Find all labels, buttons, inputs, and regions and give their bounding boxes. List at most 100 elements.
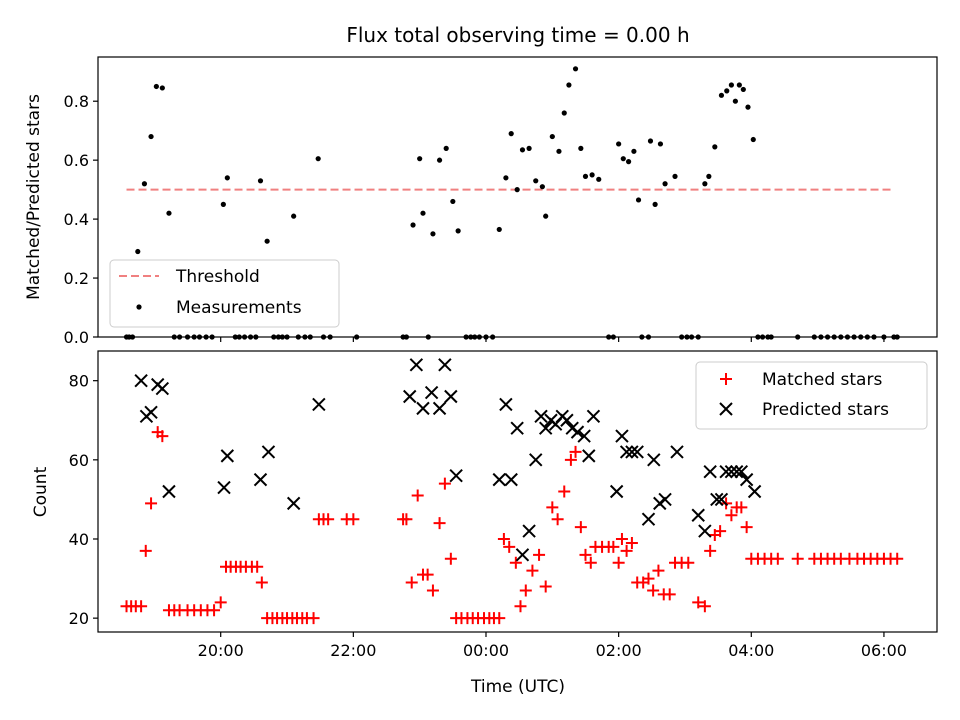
measurements-point	[436, 157, 443, 163]
matched-stars-point	[663, 588, 676, 601]
x-axis-label: Time (UTC)	[470, 677, 565, 697]
measurements-point	[514, 187, 520, 193]
measurements-point	[657, 141, 664, 147]
matched-stars-point	[740, 521, 753, 534]
predicted-stars-point	[724, 465, 739, 479]
predicted-stars-point	[647, 453, 661, 467]
count-y-tick-label: 40	[69, 530, 89, 549]
predicted-stars-point	[510, 421, 524, 435]
measurements-point	[740, 86, 746, 93]
measurements-point	[450, 198, 456, 205]
matched-stars-point	[612, 556, 625, 569]
ratio-y-tick-label: 0.6	[64, 151, 89, 170]
predicted-stars-point	[134, 373, 148, 388]
legend-threshold-label: Threshold	[175, 267, 260, 287]
measurements-point	[526, 145, 532, 151]
predicted-stars-point	[698, 524, 712, 538]
matched-stars-point	[322, 513, 335, 526]
measurements-point	[712, 144, 718, 150]
measurements-point	[257, 178, 264, 184]
predicted-stars-point	[538, 421, 553, 435]
predicted-stars-point	[522, 524, 536, 538]
measurements-point	[732, 98, 738, 104]
predicted-stars-point	[220, 449, 235, 463]
measurements-point	[582, 173, 589, 179]
predicted-stars-point	[504, 472, 518, 487]
predicted-stars-point	[619, 445, 634, 459]
matched-stars-point	[647, 584, 660, 597]
matched-stars-point	[725, 509, 738, 522]
matched-stars-point	[579, 548, 592, 561]
legend-predicted-swatch	[719, 402, 733, 416]
matched-stars-point	[156, 430, 169, 443]
measurements-point	[561, 110, 567, 116]
measurements-point	[620, 156, 626, 162]
predicted-stars-point	[217, 480, 231, 495]
predicted-stars-point	[403, 389, 417, 404]
matched-stars-point	[698, 600, 711, 613]
measurements-point	[635, 197, 642, 203]
predicted-stars-point	[734, 465, 749, 479]
predicted-stars-point	[155, 381, 170, 396]
predicted-stars-point	[658, 492, 672, 507]
matched-stars-point	[497, 532, 510, 545]
ratio-y-tick-label: 0.2	[64, 269, 89, 288]
predicted-stars-point	[703, 465, 717, 479]
count-axes-frame	[97, 350, 938, 633]
predicted-stars-point	[444, 389, 458, 404]
measurements-point	[166, 210, 172, 216]
x-tick-label: 00:00	[463, 641, 509, 660]
measurements-point	[566, 82, 572, 88]
predicted-stars-point	[670, 445, 684, 459]
measurements-point	[625, 159, 632, 165]
measurements-point	[662, 181, 668, 187]
matched-stars-point	[551, 513, 564, 526]
matched-stars-point	[692, 596, 705, 609]
matched-stars-point	[771, 552, 784, 565]
count-y-axis-label: Count	[31, 466, 51, 517]
predicted-stars-point	[714, 492, 729, 507]
predicted-stars-point	[710, 492, 724, 507]
predicted-stars-point	[261, 445, 276, 459]
measurements-point	[159, 85, 165, 91]
measurements-point	[596, 176, 602, 182]
matched-stars-point	[438, 477, 451, 490]
matched-stars-point	[411, 489, 424, 502]
predicted-stars-point	[747, 484, 762, 499]
measurements-point	[736, 82, 742, 88]
predicted-stars-point	[286, 496, 301, 511]
measurements-point	[589, 172, 595, 178]
ratio-y-tick-label: 0.4	[64, 210, 89, 229]
matched-stars-point	[620, 544, 633, 557]
predicted-stars-point	[416, 401, 430, 416]
matched-stars-point	[526, 564, 539, 577]
matched-stars-point	[444, 552, 457, 565]
measurements-point	[508, 131, 514, 137]
matched-stars-point	[400, 513, 413, 526]
measurements-point	[543, 213, 549, 219]
predicted-stars-point	[630, 445, 644, 459]
matched-stars-point	[421, 568, 434, 581]
measurements-point	[141, 181, 148, 187]
measurements-point	[443, 145, 449, 151]
measurements-point	[135, 248, 141, 255]
matched-stars-point	[533, 548, 546, 561]
matched-stars-point	[714, 525, 727, 538]
matched-stars-point	[574, 521, 587, 534]
ratio-y-axis-label: Matched/Predicted stars	[24, 94, 44, 300]
matched-stars-point	[255, 576, 268, 589]
measurements-point	[496, 226, 502, 233]
measurements-point	[672, 173, 678, 179]
count-plot-area: 20 40 60 80 20:00 22:00 00:00 02:00 04:00 06:00	[69, 358, 907, 660]
predicted-stars-point	[449, 468, 463, 483]
predicted-stars-point	[615, 429, 629, 443]
measurements-point	[430, 231, 436, 237]
matched-stars-point	[139, 544, 152, 557]
predicted-stars-point	[577, 429, 591, 443]
matched-stars-point	[558, 485, 571, 498]
matched-stars-point	[735, 501, 748, 514]
matched-stars-point	[569, 445, 582, 458]
predicted-stars-point	[409, 358, 424, 372]
measurements-point	[728, 82, 734, 88]
